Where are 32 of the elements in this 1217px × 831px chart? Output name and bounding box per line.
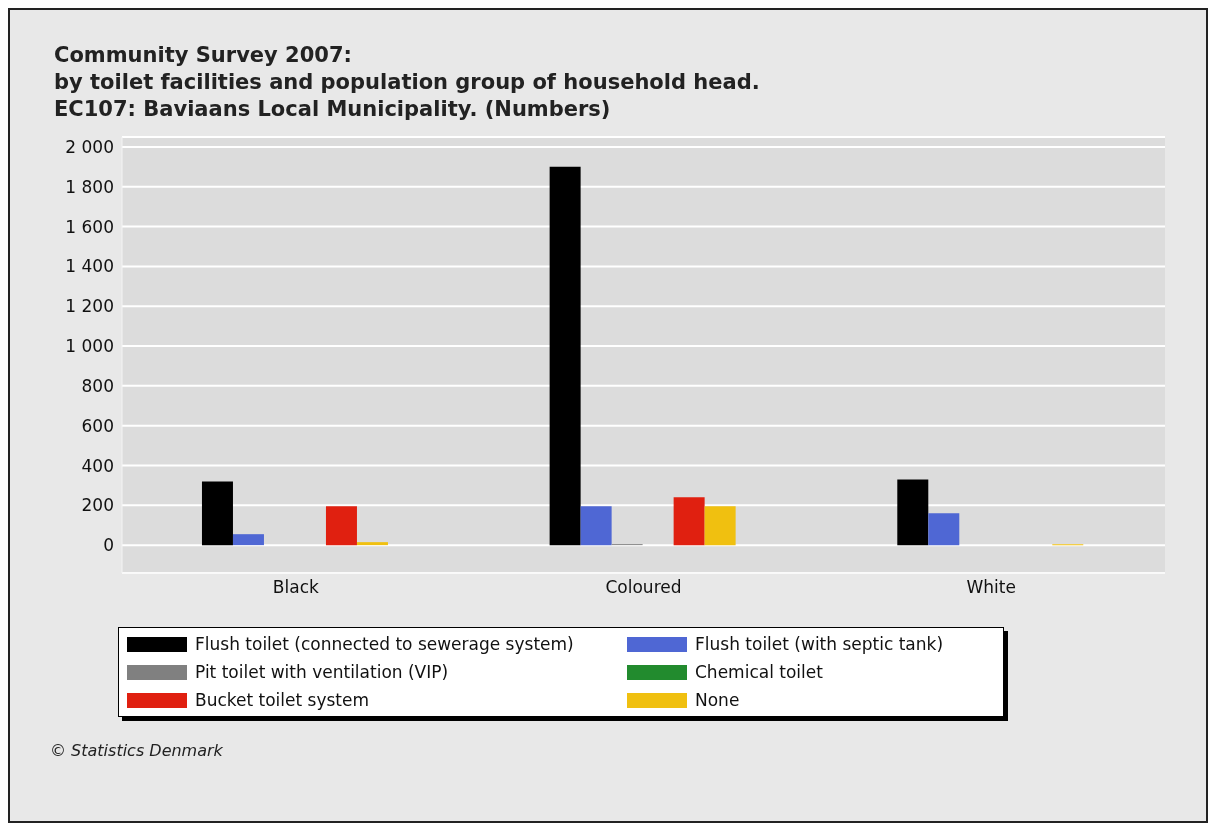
y-tick-label: 1 200: [65, 296, 114, 317]
text: © Statistics Denmark: [50, 741, 224, 760]
x-tick-label: Coloured: [605, 577, 682, 598]
y-tick-label: 400: [81, 455, 114, 476]
y-tick-label: 200: [81, 495, 114, 516]
legend-label: Bucket toilet system: [194, 689, 371, 712]
bar: [232, 534, 264, 546]
chart-title: Community Survey 2007: by toilet facilities and population group of household head. EC107: Baviaans Local Municipality. (Numbers): [54, 42, 761, 123]
legend-label: Flush toilet (with septic tank): [694, 633, 945, 656]
y-tick-label: 600: [81, 415, 114, 436]
bar: [580, 506, 612, 546]
bar: [549, 166, 581, 546]
bar: [201, 481, 233, 546]
y-tick-label: 800: [81, 375, 114, 396]
bar: [356, 542, 388, 546]
y-tick-label: 1 000: [65, 336, 114, 357]
y-tick-label: 1 800: [65, 176, 114, 197]
legend-label: Flush toilet (connected to sewerage system): [194, 633, 575, 656]
y-tick-label: 0: [103, 535, 114, 556]
x-tick-label: Black: [272, 577, 319, 598]
y-tick-label: 2 000: [65, 136, 114, 157]
bar: [325, 506, 357, 546]
legend-label: None: [694, 689, 741, 712]
x-tick-label: White: [966, 577, 1016, 598]
legend-label: Pit toilet with ventilation (VIP): [194, 661, 450, 684]
bar: [897, 479, 929, 546]
legend-label: Chemical toilet: [694, 661, 824, 684]
y-tick-label: 1 400: [65, 256, 114, 277]
bar: [673, 497, 705, 546]
bar: [928, 513, 960, 546]
y-tick-label: 1 600: [65, 216, 114, 237]
bar: [704, 506, 736, 546]
